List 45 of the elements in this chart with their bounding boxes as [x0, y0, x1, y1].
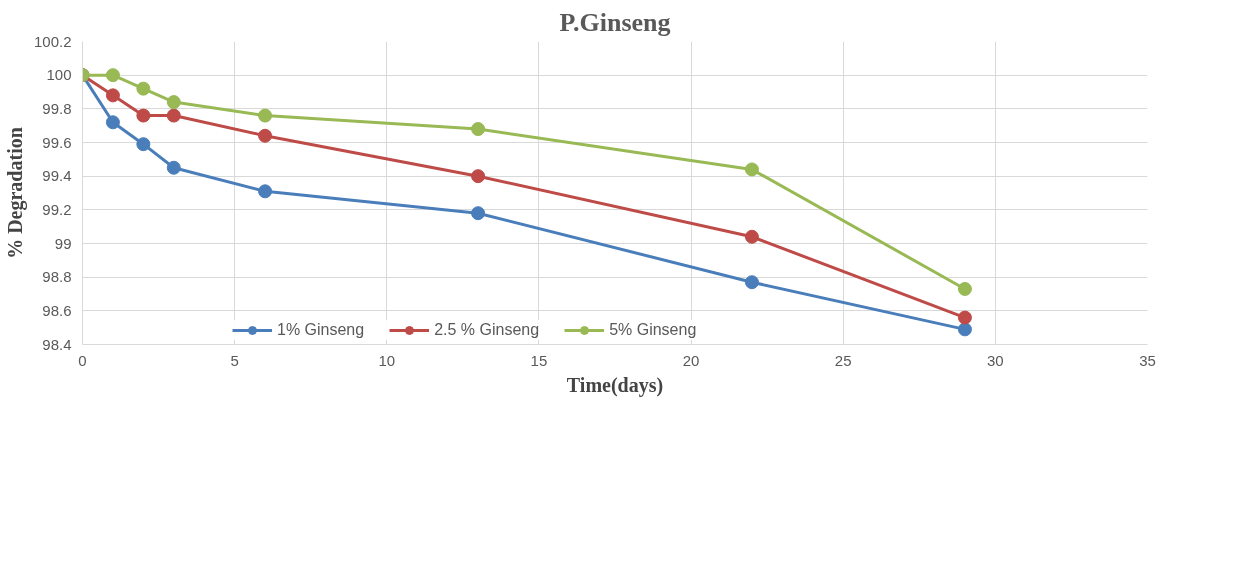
y-tick-label: 99: [54, 234, 72, 252]
point: [166, 160, 181, 175]
point: [136, 137, 151, 152]
legend-label: 5% Ginseng: [609, 321, 697, 339]
x-tick-label: 0: [78, 351, 87, 369]
y-tick-label: 99.8: [42, 99, 72, 117]
y-tick-label: 98.6: [42, 301, 72, 319]
x-tick-label: 5: [230, 351, 239, 369]
y-tick-label: 98.8: [42, 268, 72, 286]
point: [744, 275, 759, 290]
point: [105, 88, 120, 103]
y-axis-title: % Degradation: [3, 127, 27, 259]
y-tick-label: 100.2: [33, 32, 72, 50]
point: [471, 206, 486, 221]
point: [166, 95, 181, 110]
point: [258, 128, 273, 143]
point: [105, 68, 120, 83]
point: [105, 115, 120, 130]
point: [136, 81, 151, 96]
y-tick-label: 100: [46, 66, 72, 84]
point: [136, 108, 151, 123]
x-tick-label: 20: [682, 351, 700, 369]
x-tick-label: 10: [378, 351, 396, 369]
legend-label: 1% Ginseng: [277, 321, 365, 339]
point: [744, 229, 759, 244]
legend-label: 2.5 % Ginseng: [434, 321, 540, 339]
point: [471, 122, 486, 137]
point: [957, 310, 972, 325]
y-tick-label: 99.2: [42, 200, 72, 218]
x-tick-label: 35: [1139, 351, 1156, 369]
point: [957, 281, 972, 296]
point: [471, 169, 486, 184]
point: [258, 108, 273, 123]
point: [744, 162, 759, 177]
point: [957, 322, 972, 337]
point: [166, 108, 181, 123]
y-tick-label: 99.4: [42, 167, 72, 185]
x-tick-label: 30: [987, 351, 1004, 369]
x-tick-label: 25: [834, 351, 852, 369]
point: [258, 184, 273, 199]
y-tick-label: 98.4: [42, 335, 72, 353]
x-tick-label: 15: [530, 351, 548, 369]
y-tick-label: 99.6: [42, 133, 72, 151]
chart-title: P.Ginseng: [559, 7, 671, 37]
x-axis-title: Time(days): [566, 373, 664, 397]
